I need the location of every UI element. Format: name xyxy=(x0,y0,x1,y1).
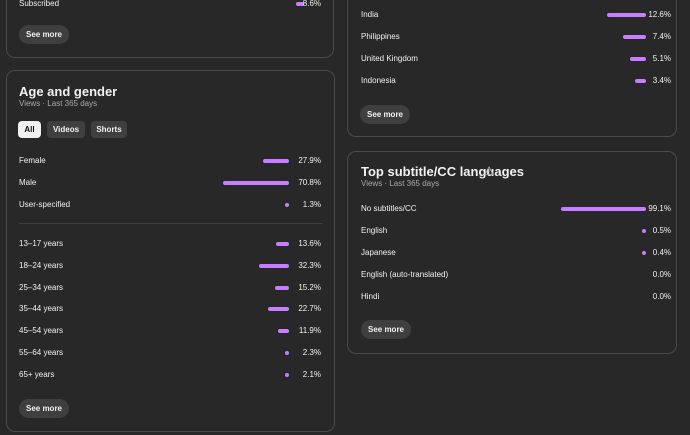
row-value: 99.1% xyxy=(648,204,671,213)
list-item: United Kingdom 5.1% xyxy=(361,51,671,67)
row-label: Japanese xyxy=(361,248,396,257)
filter-chip-videos[interactable]: Videos xyxy=(47,121,85,138)
list-item: Male 70.8% xyxy=(19,175,323,191)
list-item: 45–54 years 11.9% xyxy=(19,323,323,339)
row-label: 13–17 years xyxy=(19,239,64,248)
row-bar xyxy=(296,2,304,6)
row-label: 18–24 years xyxy=(19,260,64,270)
geography-card: India 12.6% Philippines 7.4% United Kingdom 5… xyxy=(347,0,677,137)
row-value: 0.5% xyxy=(652,226,671,235)
list-item: 65+ years 2.1% xyxy=(19,367,323,383)
row-bar xyxy=(642,251,646,255)
card-subtitle: Views · Last 365 days xyxy=(361,179,440,188)
row-value: 22.7% xyxy=(298,304,321,314)
divider xyxy=(19,223,323,224)
row-bar xyxy=(285,351,289,355)
row-label: Hindi xyxy=(361,292,380,301)
see-more-button[interactable]: See more xyxy=(19,25,69,44)
row-bar xyxy=(274,285,289,290)
row-label: English (auto-translated) xyxy=(361,270,449,279)
row-label: Subscribed xyxy=(19,0,60,8)
row-value: 70.8% xyxy=(298,178,321,187)
row-value: 2.3% xyxy=(302,348,321,357)
row-bar xyxy=(285,372,289,377)
row-bar xyxy=(285,203,289,207)
row-value: 5.1% xyxy=(652,54,671,63)
list-item: 55–64 years 2.3% xyxy=(19,345,323,361)
row-value: 0.4% xyxy=(652,248,671,257)
row-label: 45–54 years xyxy=(19,326,64,336)
list-item: 35–44 years 22.7% xyxy=(19,301,323,317)
card-title: Top subtitle/CC languages xyxy=(361,164,524,179)
list-item: 25–34 years 15.2% xyxy=(19,280,323,296)
row-bar xyxy=(630,57,646,61)
row-label: India xyxy=(361,10,379,19)
row-bar xyxy=(277,329,289,334)
row-value: 7.4% xyxy=(652,32,671,41)
row-bar xyxy=(635,79,646,83)
row-value: 12.6% xyxy=(648,10,671,19)
list-item: English (auto-translated) 0.0% xyxy=(361,267,671,283)
row-label: 55–64 years xyxy=(19,348,64,357)
see-more-button[interactable]: See more xyxy=(360,105,410,124)
row-label: Philippines xyxy=(361,32,400,41)
row-value: 15.2% xyxy=(298,282,321,292)
card-title: Age and gender xyxy=(19,84,118,99)
row-value: 0.0% xyxy=(652,292,671,301)
row-label: User-specified xyxy=(19,200,71,209)
row-value: 0.0% xyxy=(652,270,671,279)
row-label: English xyxy=(361,226,388,235)
row-bar xyxy=(623,35,646,39)
list-item: Japanese 0.4% xyxy=(361,245,671,261)
list-item: India 12.6% xyxy=(361,7,671,23)
row-value: 27.9% xyxy=(298,156,321,165)
filter-chip-shorts[interactable]: Shorts xyxy=(91,121,127,138)
list-item: English 0.5% xyxy=(361,223,671,239)
row-bar xyxy=(223,181,289,185)
row-bar xyxy=(276,242,289,246)
list-item: No subtitles/CC 99.1% xyxy=(361,201,671,217)
row-label: Indonesia xyxy=(361,76,396,85)
row-value: 3.4% xyxy=(652,76,671,85)
row-bar xyxy=(561,207,646,211)
list-item: 13–17 years 13.6% xyxy=(19,236,323,252)
list-item: Indonesia 3.4% xyxy=(361,73,671,89)
row-value: 11.9% xyxy=(298,326,321,336)
row-value: 13.6% xyxy=(298,239,321,248)
list-item: Female 27.9% xyxy=(19,153,323,169)
warning-icon[interactable] xyxy=(484,166,494,176)
row-label: 65+ years xyxy=(19,369,55,379)
row-bar xyxy=(262,159,289,163)
row-bar xyxy=(642,229,646,233)
row-value: 1.3% xyxy=(302,200,321,209)
row-label: Male xyxy=(19,178,37,187)
see-more-button[interactable]: See more xyxy=(361,320,411,339)
card-subtitle: Views · Last 365 days xyxy=(19,99,98,108)
list-item: Hindi 0.0% xyxy=(361,289,671,305)
list-item: User-specified 1.3% xyxy=(19,197,323,213)
row-value: 2.1% xyxy=(302,369,321,379)
list-item: Subscribed 8.6% xyxy=(19,0,323,12)
row-bar xyxy=(267,307,289,312)
row-label: 35–44 years xyxy=(19,304,64,314)
list-item: Philippines 7.4% xyxy=(361,29,671,45)
row-value: 32.3% xyxy=(298,260,321,270)
row-label: 25–34 years xyxy=(19,282,64,292)
row-label: No subtitles/CC xyxy=(361,204,417,213)
see-more-button[interactable]: See more xyxy=(19,399,69,418)
row-label: United Kingdom xyxy=(361,54,418,63)
age-gender-card: Age and gender Views · Last 365 days All… xyxy=(6,70,335,432)
list-item: 18–24 years 32.3% xyxy=(19,258,323,274)
row-bar xyxy=(607,13,646,17)
row-value: 8.6% xyxy=(302,0,321,8)
filter-chip-all[interactable]: All xyxy=(18,121,41,138)
subtitle-languages-card: Top subtitle/CC languages Views · Last 3… xyxy=(347,151,677,354)
row-bar xyxy=(259,263,289,268)
row-label: Female xyxy=(19,156,46,165)
top-left-card: Subscribed 8.6% See more xyxy=(6,0,334,58)
